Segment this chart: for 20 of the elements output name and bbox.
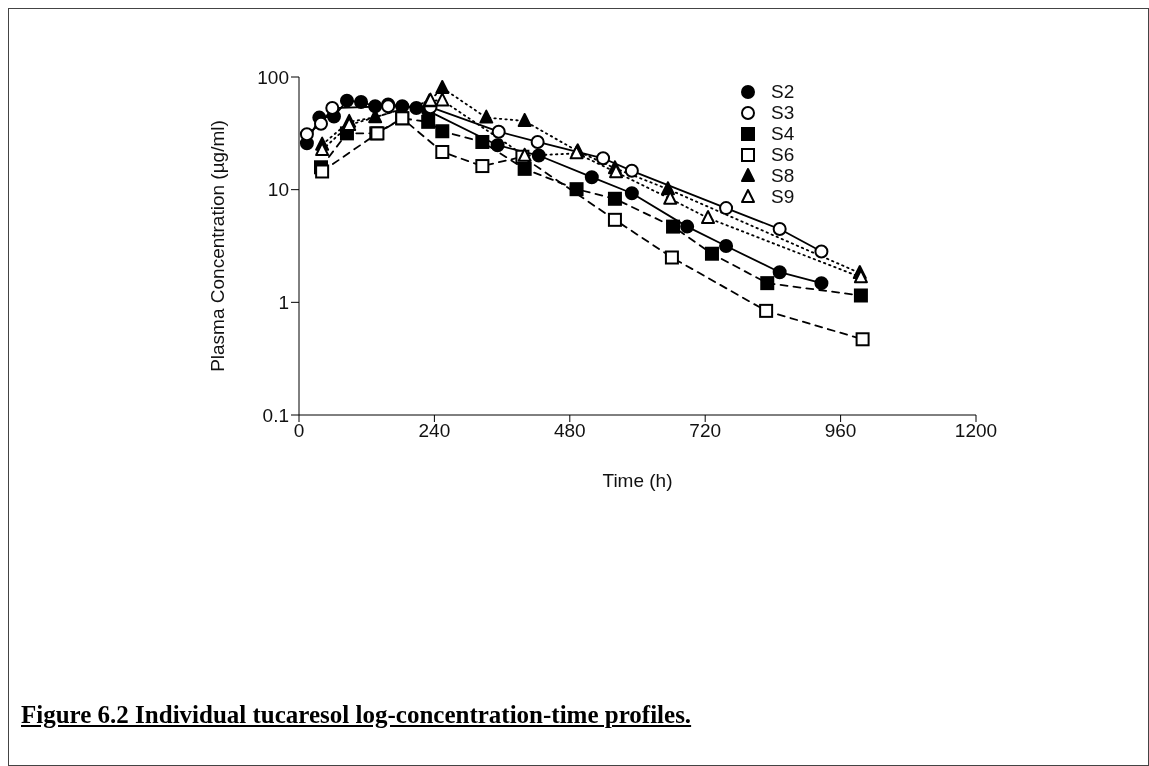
x-axis-title: Time (h) [602,470,673,491]
legend-label: S3 [771,101,795,124]
text: Figure 6.2 Individual tucaresol log-concentration-time profiles. [21,701,692,729]
legend-label: S4 [771,122,795,145]
x-tick-label: 1200 [954,420,998,442]
y-tick-label: 10 [267,179,289,201]
x-tick-label: 480 [553,420,586,442]
x-tick-label: 240 [418,420,451,442]
x-tick-label: 960 [824,420,857,442]
legend-label: S6 [771,143,795,166]
y-axis-title: Plasma Concentration (µg/ml) [206,120,228,372]
x-tick-label: 720 [689,420,722,442]
legend-label: S8 [771,164,795,187]
y-tick-label: 0.1 [262,404,289,426]
y-tick-label: 1 [278,292,289,314]
legend-label: S2 [771,80,795,103]
x-tick-label: 0 [293,420,305,442]
figure-frame: S2 S3 S4 S6 S8 S9 0 240 480 720 960 1200 Time (h) 0.1 1 10 100 Plasma Concentration (µg/ml) Figure 6.2 Individual tucaresol log-concentration-time profiles. [8,8,1149,766]
legend-label: S9 [771,185,795,208]
y-tick-label: 100 [257,66,289,88]
